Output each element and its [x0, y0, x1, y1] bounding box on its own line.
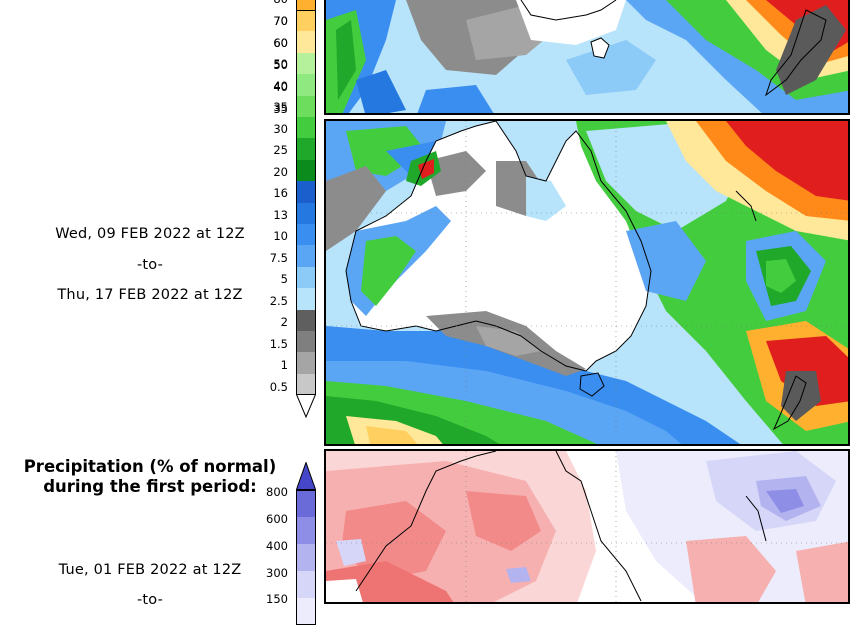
- colorbar-cell: [296, 74, 316, 96]
- colorbar-label: 40: [273, 78, 288, 93]
- colorbar-cell: [296, 202, 316, 224]
- colorbar-cell: [296, 598, 316, 625]
- colorbar-label: 20: [273, 164, 288, 179]
- colorbar-label: 80: [248, 0, 288, 6]
- colorbar-label: 2.5: [269, 293, 288, 308]
- colorbar-label: 7.5: [269, 250, 288, 265]
- colorbar-label: 16: [273, 186, 288, 200]
- colorbar-cell: [296, 544, 316, 571]
- colorbar-label: 30: [273, 121, 288, 136]
- colorbar-bottom: [296, 462, 316, 625]
- date-separator: -to-: [136, 257, 164, 273]
- colorbar-label: 70: [273, 14, 288, 28]
- colorbar-cell: [296, 31, 316, 53]
- colorbar-cell: [296, 331, 316, 353]
- colorbar-cell: [296, 138, 316, 160]
- colorbar-middle: [296, 0, 316, 420]
- colorbar-label: 2: [280, 315, 288, 329]
- anomaly-title-line1: Precipitation (% of normal): [23, 457, 277, 476]
- colorbar-cell: [296, 490, 316, 517]
- colorbar-cell: [296, 352, 316, 374]
- colorbar-cell: [296, 52, 316, 75]
- colorbar-label: 5: [280, 272, 288, 286]
- date-start: Tue, 01 FEB 2022 at 12Z: [58, 562, 242, 578]
- colorbar-label: 150: [266, 592, 288, 606]
- colorbar-cell: [296, 571, 316, 598]
- colorbar-label: 400: [266, 539, 288, 553]
- colorbar-cell: [296, 95, 316, 117]
- colorbar-cell: [296, 309, 316, 331]
- colorbar-label: 70: [273, 14, 288, 28]
- colorbar-cell: [296, 517, 316, 544]
- colorbar-label: 50: [273, 57, 288, 71]
- colorbar-cell: [296, 159, 316, 182]
- colorbar-cell: [296, 181, 316, 203]
- colorbar-cell: [296, 245, 316, 267]
- anomaly-title-line2: during the first period:: [43, 477, 257, 496]
- colorbar-label: 50: [273, 58, 288, 72]
- colorbar-arrow: [296, 394, 316, 418]
- colorbar-label: 25: [273, 143, 288, 157]
- colorbar-cell: [296, 117, 316, 139]
- colorbar-cell: [296, 288, 316, 310]
- map-middle: [324, 119, 850, 446]
- colorbar-label: 800: [266, 485, 288, 499]
- colorbar-label: 13: [273, 207, 288, 222]
- colorbar-label: 35: [273, 102, 288, 116]
- colorbar-label: 1.5: [269, 336, 288, 351]
- colorbar-label: 0.5: [269, 379, 288, 394]
- colorbar-label: 10: [273, 229, 288, 243]
- colorbar-label: 40: [273, 80, 288, 94]
- anomaly-map-bottom: [326, 451, 848, 602]
- colorbar-label: 600: [266, 512, 288, 526]
- precip-map-middle: [326, 121, 848, 444]
- colorbar-label: 1: [280, 358, 288, 372]
- colorbar-cell: [296, 10, 316, 32]
- date-start: Wed, 09 FEB 2022 at 12Z: [55, 226, 245, 242]
- colorbar-cell: [296, 224, 316, 246]
- precip-map-top: [326, 0, 848, 113]
- colorbar-cell: [296, 266, 316, 289]
- map-bottom: [324, 449, 850, 604]
- date-end: Thu, 17 FEB 2022 at 12Z: [57, 287, 243, 303]
- colorbar-label: 60: [273, 35, 288, 50]
- colorbar-label: 60: [273, 36, 288, 50]
- colorbar-cell: [296, 0, 316, 12]
- colorbar-label: 35: [273, 100, 288, 114]
- map-top: [324, 0, 850, 115]
- colorbar-arrow: [296, 462, 316, 490]
- colorbar-cell: [296, 373, 316, 396]
- colorbar-label: 300: [266, 566, 288, 580]
